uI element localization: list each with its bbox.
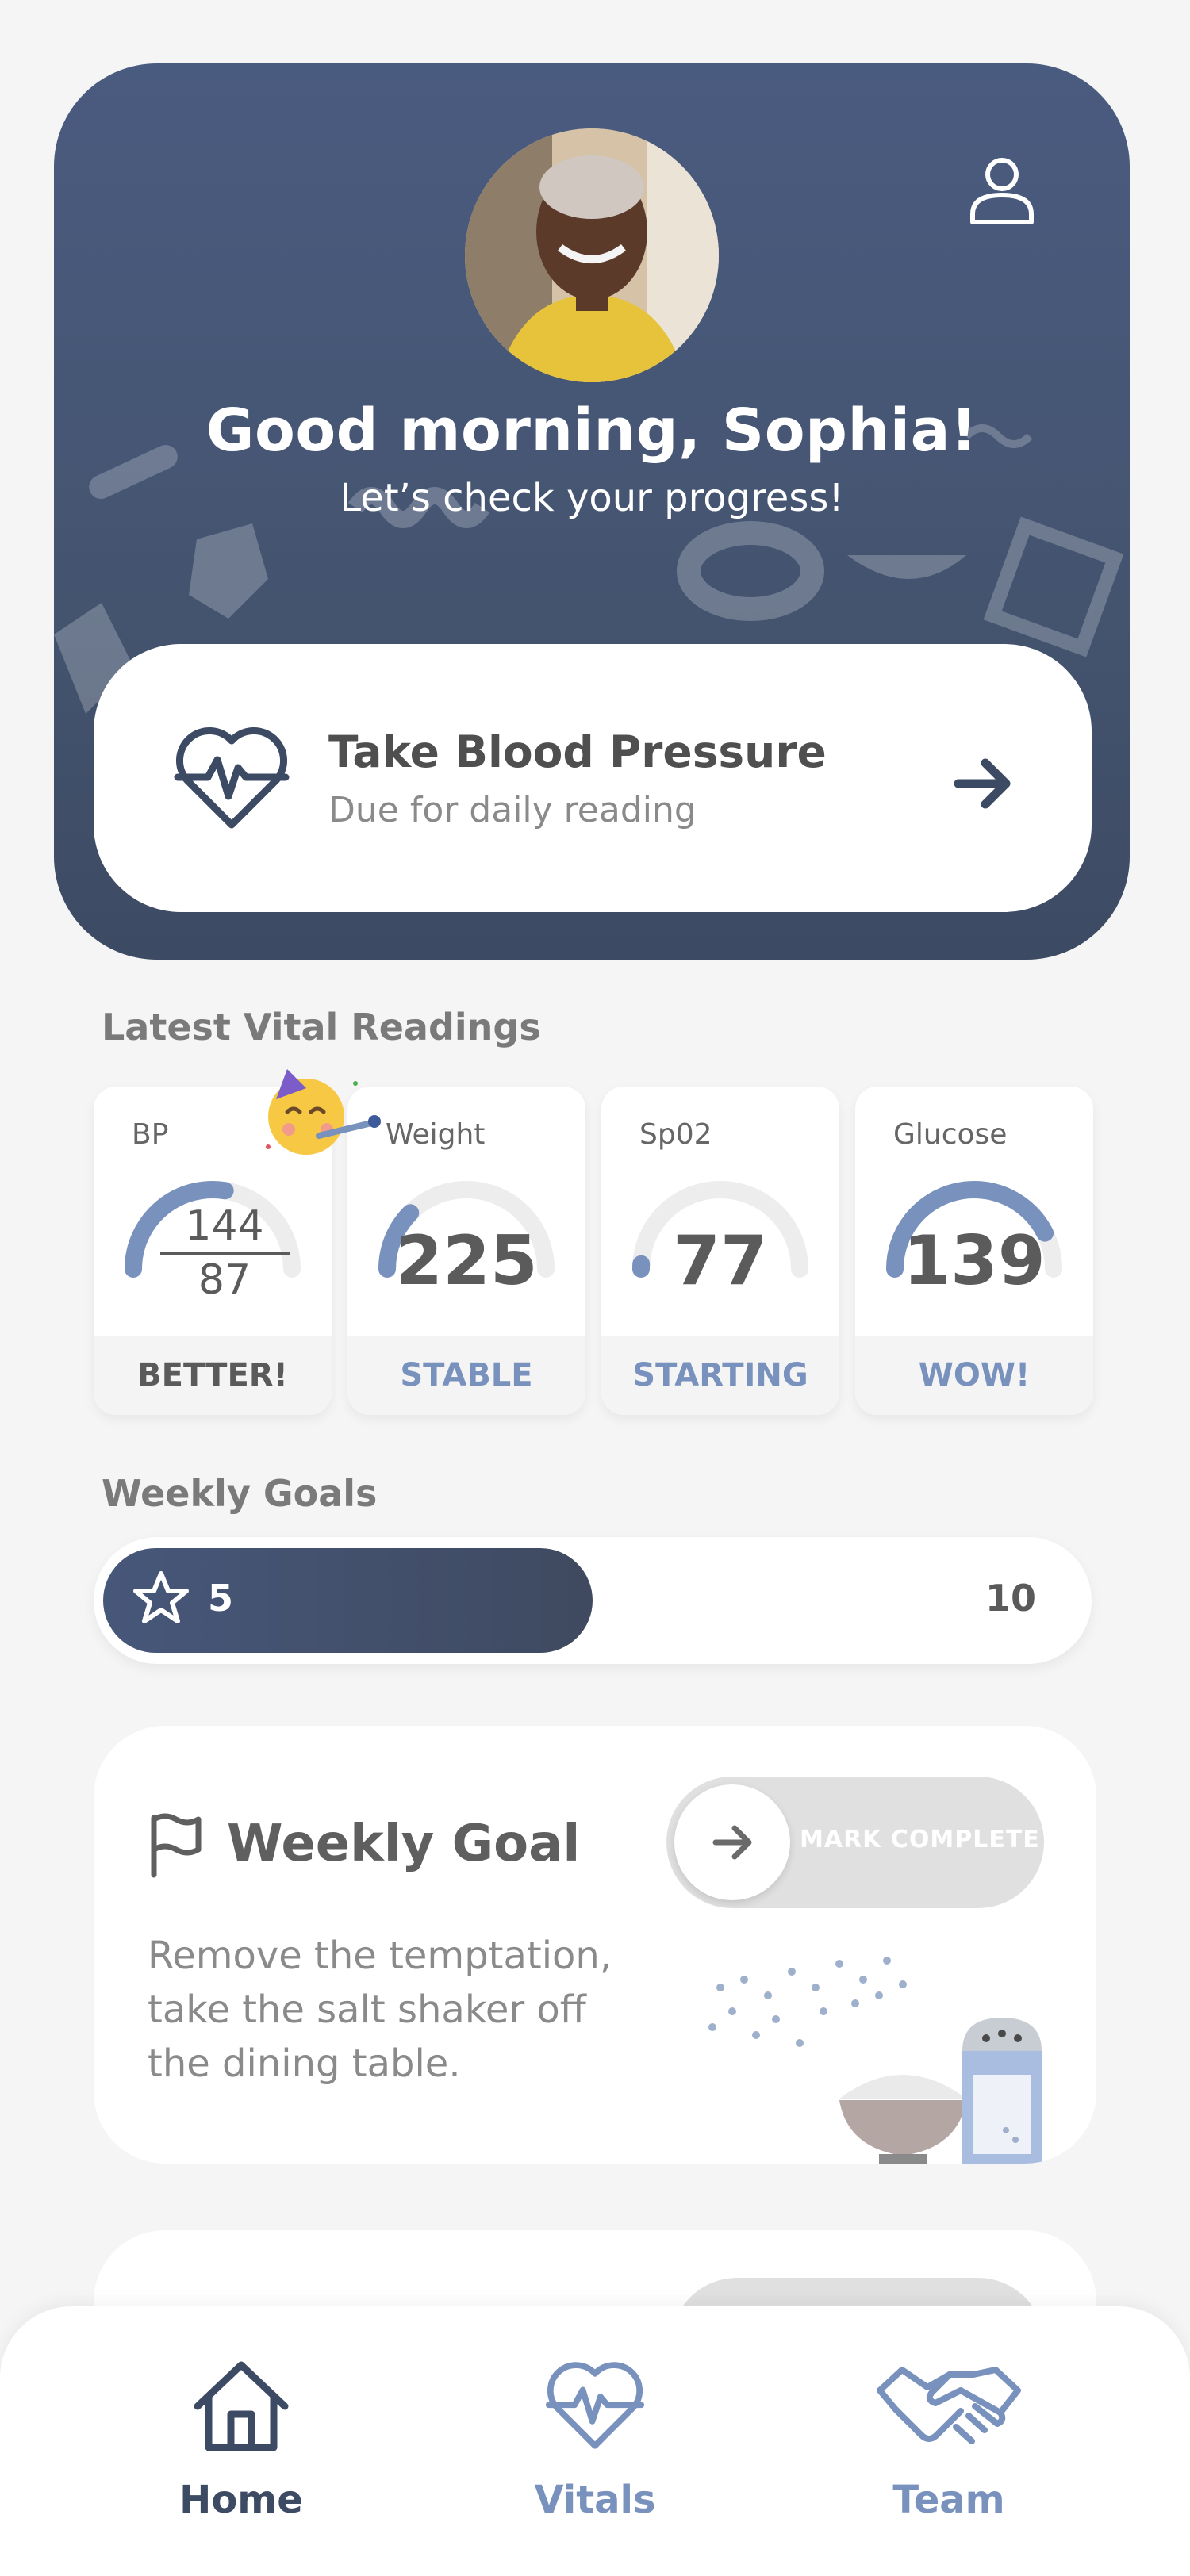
nav-item-home[interactable]: Home: [122, 2359, 360, 2549]
arrow-right-icon: [712, 1825, 752, 1860]
goal-description-line: Remove the temptation,: [148, 1934, 612, 1978]
vital-status: WOW!: [855, 1336, 1093, 1415]
vital-gauge: [632, 1181, 808, 1278]
nav-label: Home: [179, 2478, 303, 2522]
star-icon: [133, 1571, 189, 1623]
vital-card-spo2[interactable]: Sp02 77 STARTING: [601, 1087, 839, 1415]
gauge-fill: [378, 1204, 420, 1278]
bp-divider: [160, 1252, 290, 1255]
vital-value: 77: [673, 1221, 768, 1301]
salt-shaker-illustration: [708, 1957, 1042, 2164]
goal-title: Weekly Goal: [227, 1815, 581, 1873]
vital-gauge: [125, 1181, 301, 1278]
vital-card-glucose[interactable]: Glucose 139 WOW!: [855, 1087, 1093, 1415]
weekly-goal-card: Weekly Goal Remove the temptation, take …: [94, 1726, 1096, 2164]
gauge-fill: [886, 1181, 1054, 1278]
goals-current: 5: [208, 1577, 234, 1620]
vital-card-weight[interactable]: Weight 225 STABLE: [347, 1087, 585, 1415]
handshake-icon: [877, 2367, 1021, 2444]
nav-label: Vitals: [534, 2478, 656, 2522]
profile-button[interactable]: [968, 155, 1036, 227]
toggle-knob[interactable]: [674, 1784, 790, 1900]
bottom-navigation: Home Vitals Team: [0, 2306, 1190, 2576]
weekly-goals-title: Weekly Goals: [102, 1472, 378, 1515]
greeting-subtitle: Let’s check your progress!: [340, 476, 844, 520]
arrow-right-icon[interactable]: [952, 752, 1015, 815]
vital-card-bp[interactable]: BP 144 87 BETTER!: [94, 1087, 332, 1415]
vitals-section-title: Latest Vital Readings: [102, 1006, 541, 1048]
task-title: Take Blood Pressure: [328, 726, 827, 777]
mark-complete-toggle[interactable]: MARK COMPLETE: [666, 1777, 1044, 1908]
goal-description: Remove the temptation, take the salt sha…: [148, 1929, 671, 2091]
take-blood-pressure-card[interactable]: Take Blood Pressure Due for daily readin…: [94, 644, 1092, 912]
heart-pulse-icon: [174, 727, 290, 829]
nav-item-vitals[interactable]: Vitals: [476, 2359, 714, 2549]
vital-name: Glucose: [893, 1118, 1008, 1151]
user-avatar-image: [465, 128, 719, 382]
nav-item-team[interactable]: Team: [830, 2359, 1068, 2549]
heart-pulse-icon: [545, 2362, 645, 2449]
mark-complete-label: MARK COMPLETE: [800, 1826, 1040, 1853]
gauge-track: [632, 1181, 808, 1278]
bp-systolic: 144: [185, 1202, 264, 1250]
person-icon: [970, 158, 1034, 224]
goal-description-line: take the salt shaker off: [148, 1988, 586, 2032]
goals-target: 10: [985, 1577, 1036, 1620]
vital-status: STARTING: [601, 1336, 839, 1415]
task-subtitle: Due for daily reading: [328, 790, 697, 830]
vital-name: Sp02: [639, 1118, 712, 1151]
vital-value: 139: [903, 1221, 1046, 1301]
house-icon: [194, 2361, 289, 2451]
weekly-goals-progress: 5 10: [94, 1537, 1092, 1664]
nav-label: Team: [892, 2478, 1005, 2522]
avatar: [465, 128, 719, 382]
vital-name: BP: [132, 1118, 169, 1151]
decorative-shapes: [54, 424, 1124, 714]
goals-progress-fill: [103, 1548, 593, 1653]
vital-gauge: [886, 1181, 1062, 1278]
party-face-emoji: [266, 1069, 381, 1155]
vital-value: 225: [395, 1221, 538, 1301]
vital-status: BETTER!: [94, 1336, 332, 1415]
greeting-title: Good morning, Sophia!: [205, 397, 978, 465]
goal-description-line: the dining table.: [148, 2041, 461, 2086]
bp-diastolic: 87: [198, 1256, 251, 1304]
flag-icon: [151, 1813, 202, 1878]
vital-gauge: [378, 1181, 555, 1278]
vital-status: STABLE: [347, 1336, 585, 1415]
vital-name: Weight: [386, 1118, 486, 1151]
gauge-fill: [125, 1181, 234, 1278]
